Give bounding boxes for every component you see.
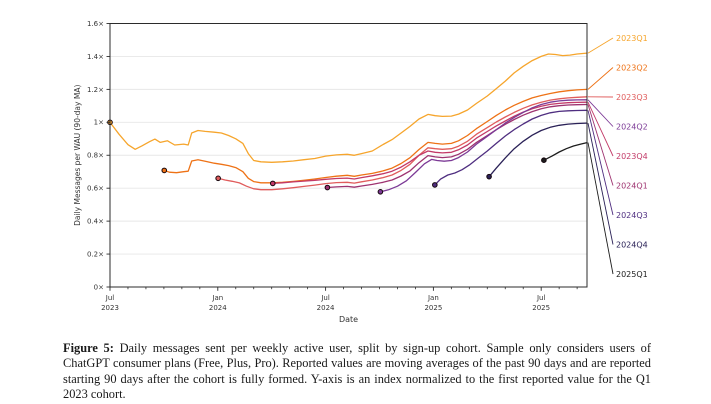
y-tick-label: 0.4×: [87, 218, 104, 226]
y-tick-label: 1.4×: [87, 53, 104, 61]
x-tick-label-year: 2024: [317, 304, 335, 312]
y-axis-title: Daily Messages per WAU (90-day MA): [73, 85, 82, 226]
series-start-marker-2025Q1: [541, 157, 547, 163]
x-tick-label-year: 2025: [532, 304, 550, 312]
cohort-label-2023Q2: 2023Q2: [616, 63, 648, 72]
cohort-label-2025Q1: 2025Q1: [616, 270, 648, 279]
cohort-label-leader-2023Q1: [587, 37, 614, 54]
cohort-label-leader-2024Q3: [587, 110, 614, 216]
series-start-marker-2024Q2: [377, 189, 384, 195]
x-tick-label-year: 2024: [209, 304, 227, 312]
y-tick-label: 1×: [94, 119, 104, 127]
cohort-label-2023Q4: 2023Q4: [616, 152, 648, 161]
series-start-marker-2023Q4: [269, 180, 276, 187]
x-tick-label-year: 2025: [424, 304, 442, 312]
x-tick-label-month: Jan: [427, 294, 439, 302]
series-start-marker-2023Q2: [161, 167, 168, 174]
series-line-2023Q1: [109, 52, 588, 163]
series-line-2024Q4: [488, 122, 588, 178]
figure-caption: Figure 5: Daily messages sent per weekly…: [63, 341, 651, 402]
series-start-marker-2024Q1: [324, 184, 331, 191]
cohort-label-2023Q3: 2023Q3: [616, 93, 648, 102]
cohort-label-leader-2024Q2: [587, 99, 614, 127]
y-tick-label: 1.6×: [87, 20, 104, 28]
cohort-label-2024Q3: 2024Q3: [616, 211, 648, 220]
series-line-2024Q1: [326, 103, 588, 189]
series-start-marker-2023Q3: [215, 175, 221, 182]
series-line-2025Q1: [543, 141, 588, 161]
cohort-label-2024Q1: 2024Q1: [616, 181, 648, 190]
figure-caption-text: Daily messages sent per weekly active us…: [63, 341, 651, 401]
cohort-label-leader-2025Q1: [587, 142, 614, 275]
cohort-label-leader-2024Q1: [587, 104, 614, 186]
cohort-label-leader-2023Q4: [587, 102, 614, 157]
cohort-line-chart: 0× 0.2× 0.4× 0.6× 0.8× 1× 1.2× 1.4× 1.6× Jul 2023 J…: [73, 20, 648, 324]
x-tick-label-month: Jan: [211, 294, 223, 302]
y-tick-label: 0.2×: [87, 250, 104, 258]
y-tick-label: 0.6×: [87, 185, 104, 193]
cohort-label-2023Q1: 2023Q1: [616, 34, 648, 43]
cohort-label-2024Q2: 2024Q2: [616, 122, 648, 131]
series-line-2023Q4: [272, 101, 588, 185]
series-start-marker-2024Q4: [486, 173, 492, 180]
x-tick-label-month: Jul: [536, 294, 546, 302]
cohort-label-leader-2023Q2: [587, 67, 614, 90]
x-axis-title: Date: [339, 315, 358, 324]
cohort-label-2024Q4: 2024Q4: [616, 240, 648, 249]
series-line-2023Q3: [217, 96, 588, 191]
figure-caption-label: Figure 5:: [63, 341, 114, 355]
x-tick-label-month: Jul: [105, 294, 115, 302]
y-tick-label: 0×: [94, 283, 104, 291]
x-tick-label-year: 2023: [101, 304, 119, 312]
y-tick-label: 0.8×: [87, 152, 104, 160]
cohort-label-leader-2024Q4: [587, 123, 614, 245]
series-line-2023Q2: [163, 88, 588, 184]
x-tick-label-month: Jul: [320, 294, 330, 302]
series-line-2024Q3: [434, 109, 588, 186]
y-tick-label: 1.2×: [87, 86, 104, 94]
series-line-2024Q2: [379, 99, 588, 193]
series-start-marker-2024Q3: [432, 182, 438, 188]
